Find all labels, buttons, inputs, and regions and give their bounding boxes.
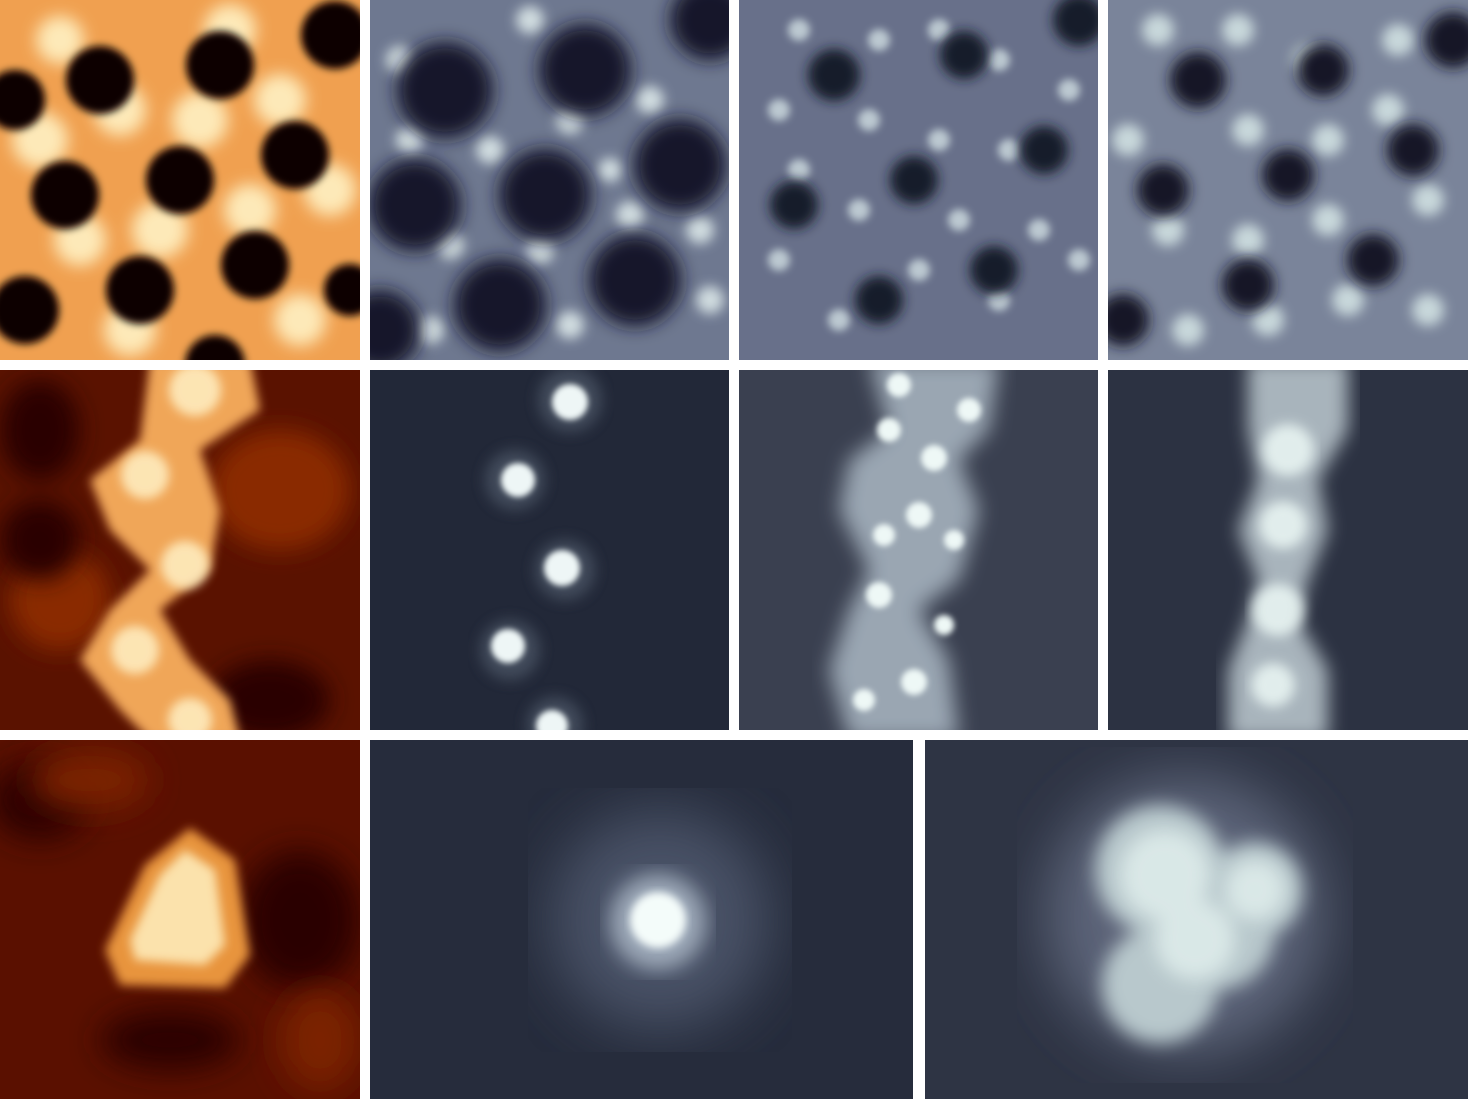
- panel-3a-triangle-topography: [0, 740, 360, 1099]
- panel-2a-chain-topography: [0, 370, 360, 730]
- panel-2b-chain-map: [370, 370, 729, 730]
- panel-2d-chain-map: [1108, 370, 1468, 730]
- panel-1c-lattice-map: [739, 0, 1098, 360]
- panel-3b-single-spot-map: [370, 740, 913, 1099]
- panel-3c-trimer-map: [925, 740, 1468, 1099]
- panel-1b-lattice-map: [370, 0, 729, 360]
- panel-1a-lattice-topography: [0, 0, 360, 360]
- panel-1d-lattice-map: [1108, 0, 1468, 360]
- panel-2c-chain-map: [739, 370, 1098, 730]
